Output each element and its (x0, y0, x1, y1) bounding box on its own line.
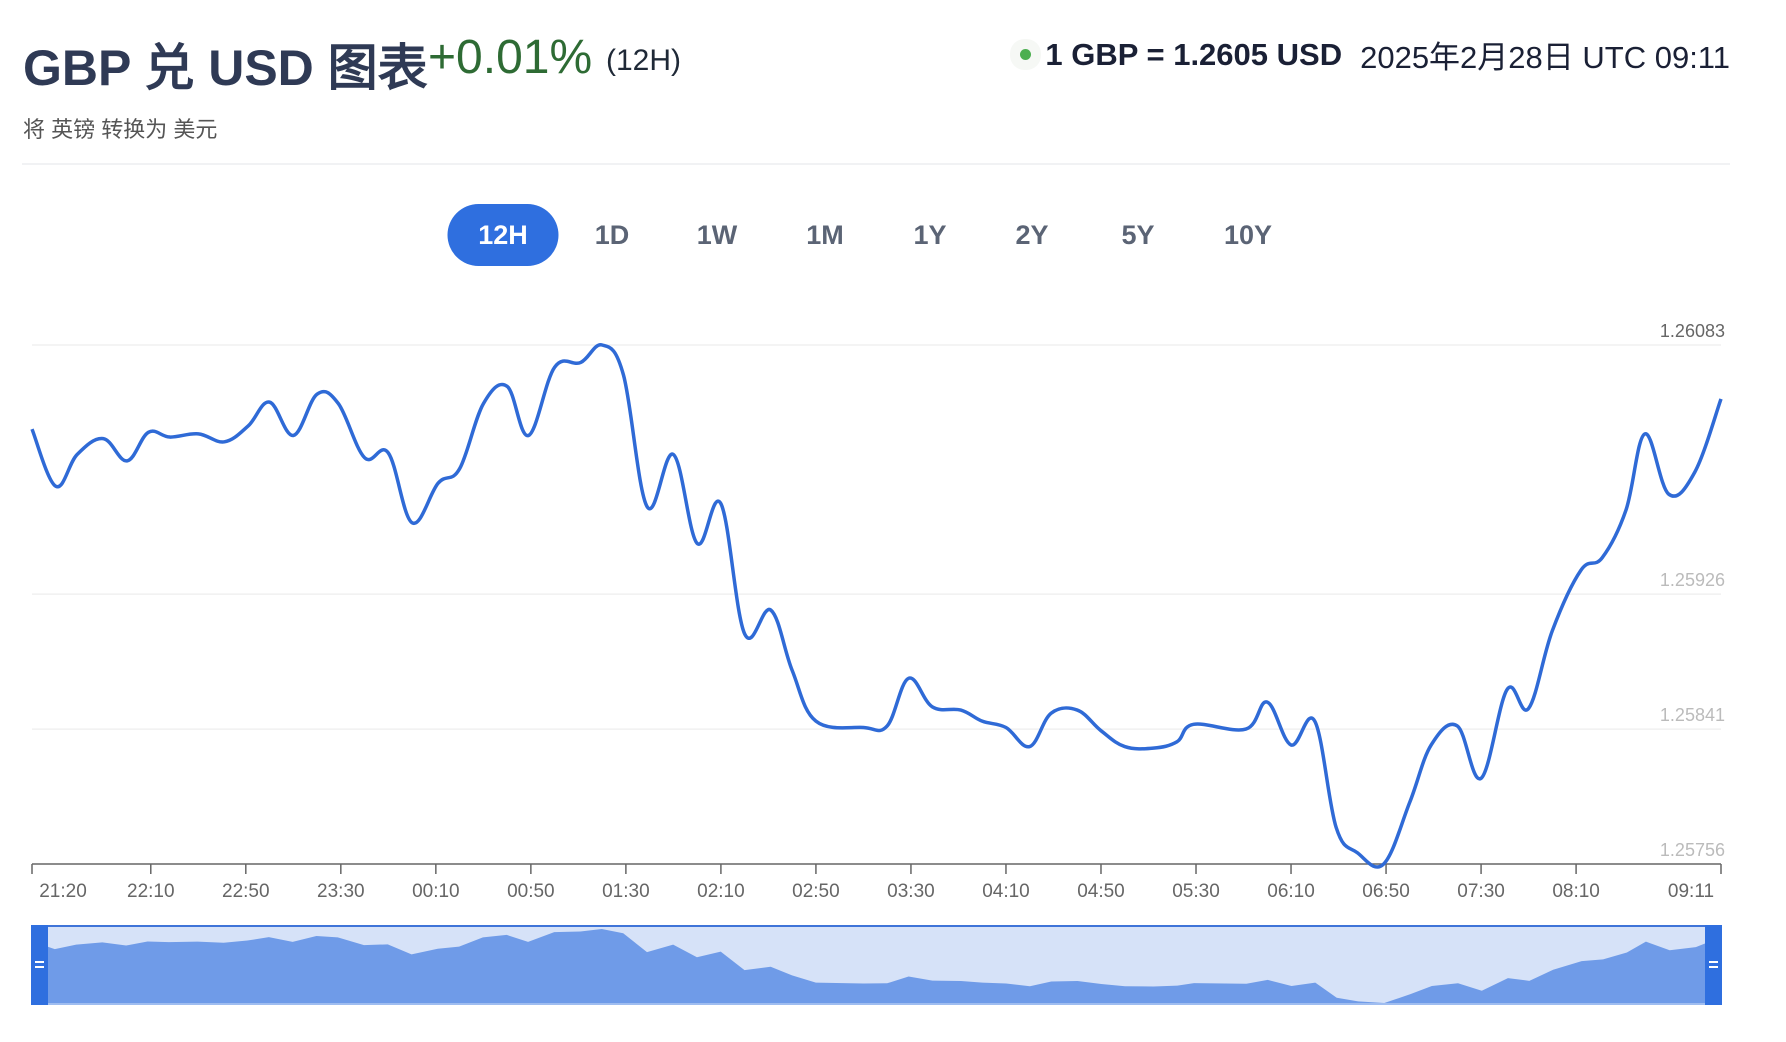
x-tick-label: 04:10 (982, 881, 1030, 902)
y-tick-label: 1.25926 (1660, 570, 1725, 590)
x-tick-label: 23:30 (317, 881, 365, 902)
subtitle: 将 英镑 转换为 美元 (23, 117, 218, 142)
tab-1y[interactable]: 1Y (913, 220, 947, 250)
x-tick-label: 02:10 (697, 881, 745, 902)
tab-1m[interactable]: 1M (806, 220, 844, 250)
rate-value: 1 GBP = 1.2605 USD (1045, 36, 1343, 72)
live-dot-icon (1020, 49, 1032, 60)
tab-5y[interactable]: 5Y (1121, 220, 1155, 250)
x-tick-label: 21:20 (39, 881, 87, 902)
x-tick-label: 22:50 (222, 881, 270, 902)
x-tick-label: 01:30 (602, 881, 650, 902)
x-tick-label: 09:11 (1668, 881, 1714, 902)
tab-1d[interactable]: 1D (594, 220, 630, 250)
x-tick-label: 03:30 (887, 881, 935, 902)
x-tick-label: 00:10 (412, 881, 460, 902)
navigator-right-handle[interactable] (1705, 925, 1722, 1005)
navigator-area (31, 929, 1722, 1003)
x-tick-label: 08:10 (1552, 881, 1600, 902)
y-tick-label: 1.25841 (1660, 705, 1725, 725)
change-percent: +0.01% (428, 31, 593, 84)
grip-icon (35, 966, 44, 968)
x-tick-label: 06:50 (1362, 881, 1410, 902)
page-title: GBP 兑 USD 图表 (23, 40, 428, 96)
tab-12h[interactable]: 12H (447, 204, 559, 266)
x-tick-label: 00:50 (507, 881, 555, 902)
tab-1w[interactable]: 1W (696, 220, 738, 250)
y-tick-label: 1.25756 (1660, 840, 1725, 860)
tab-2y[interactable]: 2Y (1015, 220, 1049, 250)
grip-icon (35, 961, 44, 963)
x-tick-label: 02:50 (792, 881, 840, 902)
rate-timestamp: 2025年2月28日 UTC 09:11 (1360, 40, 1730, 75)
x-tick-label: 05:30 (1172, 881, 1220, 902)
x-tick-label: 06:10 (1267, 881, 1315, 902)
x-tick-label: 07:30 (1457, 881, 1505, 902)
y-tick-label: 1.26083 (1660, 321, 1725, 341)
grip-icon (1709, 966, 1718, 968)
live-rate: 1 GBP = 1.2605 USD 2025年2月28日 UTC 09:11 (1020, 32, 1730, 77)
series-line-gbp-usd (30, 343, 1723, 869)
grip-icon (1709, 961, 1718, 963)
x-tick-label: 04:50 (1077, 881, 1125, 902)
tab-10y[interactable]: 10Y (1223, 220, 1273, 250)
change-period: (12H) (606, 44, 682, 77)
navigator-left-handle[interactable] (31, 925, 48, 1005)
x-tick-label: 22:10 (127, 881, 175, 902)
divider (22, 163, 1730, 165)
